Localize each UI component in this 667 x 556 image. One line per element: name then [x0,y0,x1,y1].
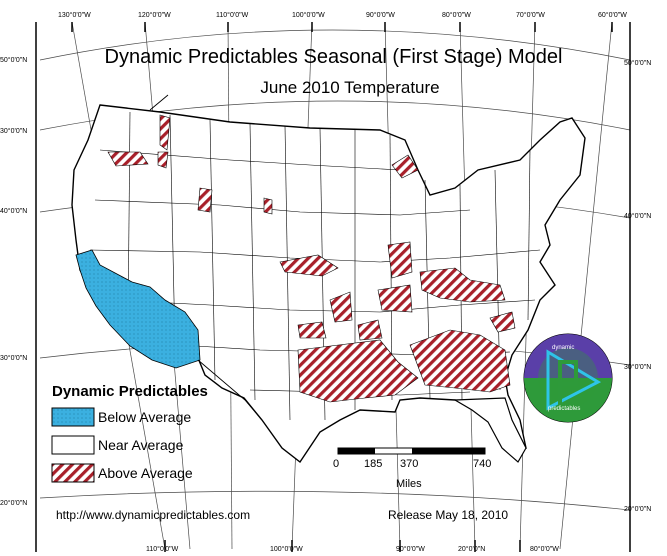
map-title: Dynamic Predictables Seasonal (First Sta… [104,46,563,68]
grat-bottom-5: 80°0'0"W [530,546,559,553]
grat-left-3: 40°0'0"N [0,208,28,215]
florida [452,397,527,463]
above-average-regions [107,114,516,403]
grat-bottom-4: 20°0'0"N [458,546,486,553]
grat-left-4: 30°0'0"N [0,355,28,362]
grat-left-1: 50°0'0"N [0,57,28,64]
grat-top-1: 130°0'0"W [58,12,91,19]
frame-ticks [35,22,631,552]
legend-label-near: Near Average [98,437,184,453]
logo-text-top: dynamic [552,345,575,351]
grat-right-1: 50°0'0"N [624,60,652,67]
grat-bottom-3: 90°0'0"W [396,546,425,553]
scale-tick-0: 0 [333,458,340,470]
grat-right-4: 20°0'0"N [624,506,652,513]
grat-right-2: 40°0'0"N [624,213,652,220]
grat-top-7: 70°0'0"W [516,12,545,19]
neighbor-outlines [149,94,263,421]
scale-bar [337,447,486,455]
grat-top-8: 60°0'0"W [598,12,627,19]
grat-right-3: 30°0'0"N [624,364,652,371]
grat-top-6: 80°0'0"W [442,12,471,19]
footer-release: Release May 18, 2010 [388,508,509,522]
grat-bottom-2: 100°0'0"W [270,546,303,553]
legend-title: Dynamic Predictables [52,383,208,400]
logo-emblem [523,333,613,423]
below-average-region [75,249,201,369]
map-subtitle: June 2010 Temperature [260,78,440,97]
grat-top-5: 90°0'0"W [366,12,395,19]
grat-left-2: 30°0'0"N [0,128,28,135]
footer-url: http://www.dynamicpredictables.com [56,508,251,522]
logo-text-bottom: predictables [548,406,581,412]
legend-label-below: Below Average [98,409,192,425]
scale-tick-740: 740 [473,458,492,470]
scale-tick-370: 370 [400,458,419,470]
grat-top-3: 110°0'0"W [216,12,249,19]
grat-bottom-1: 110°0'0"W [146,546,179,553]
legend-swatches [51,407,95,483]
grat-top-4: 100°0'0"W [292,12,325,19]
legend-label-above: Above Average [98,465,193,481]
grat-top-2: 120°0'0"W [138,12,171,19]
grat-left-5: 20°0'0"N [0,500,28,507]
scale-tick-185: 185 [364,458,383,470]
scale-unit: Miles [396,478,422,490]
